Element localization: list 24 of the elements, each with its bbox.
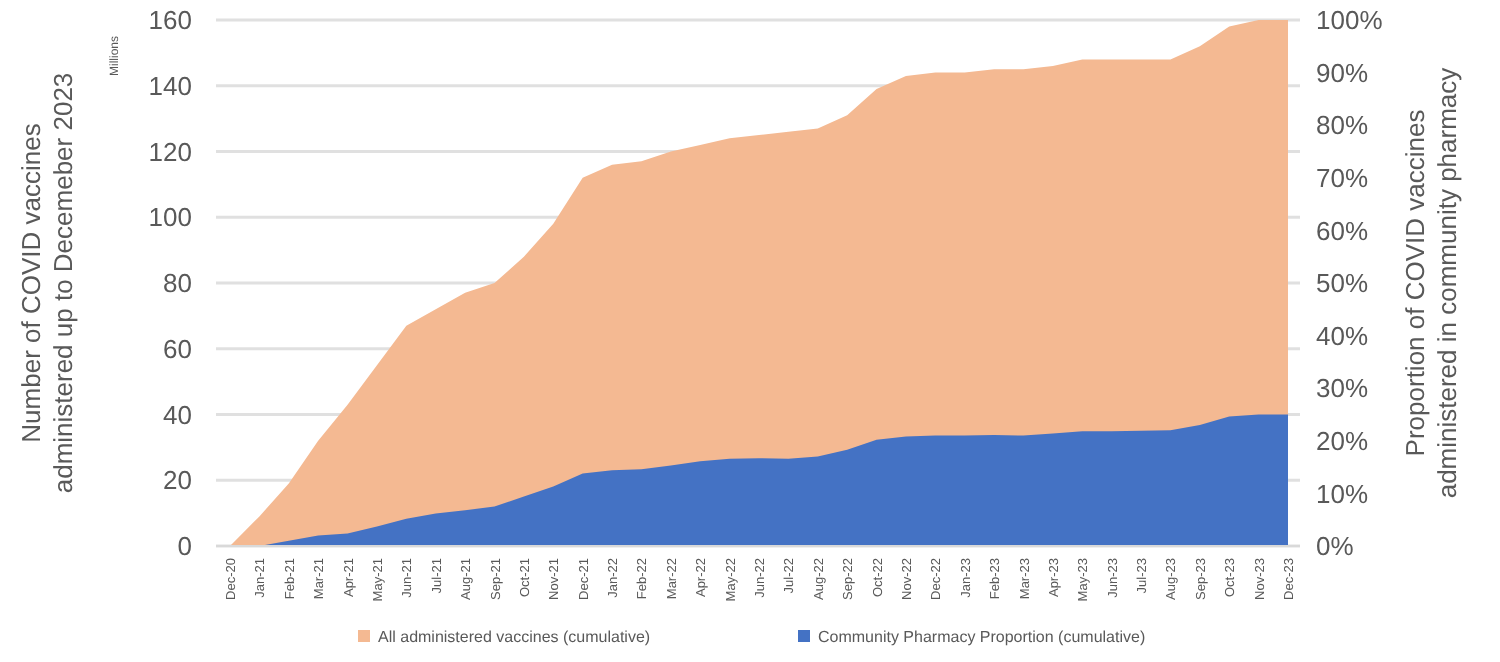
- y-tick-label: 120: [148, 136, 192, 167]
- y2-tick-label: 50%: [1316, 268, 1369, 299]
- y2-tick-label: 70%: [1316, 162, 1369, 193]
- y2-tick-label: 20%: [1316, 425, 1369, 456]
- y-tick-label: 140: [148, 70, 192, 101]
- y2-axis-title: Proportion of COVID vaccines administered in community pharmacy: [1400, 66, 1462, 499]
- y2-tick-label: 80%: [1316, 110, 1369, 141]
- y-tick-label: 20: [163, 465, 192, 496]
- y2-tick-label: 10%: [1316, 478, 1369, 509]
- y2-tick-label: 0%: [1316, 531, 1355, 562]
- y-tick-label: 40: [163, 399, 192, 430]
- y-tick-label: 160: [148, 5, 192, 36]
- legend-label: All administered vaccines (cumulative): [378, 628, 651, 646]
- y2-tick-label: 40%: [1316, 320, 1369, 351]
- legend-label: Community Pharmacy Proportion (cumulative): [818, 628, 1146, 646]
- y-tick-label: 60: [163, 333, 192, 364]
- y-axis-title: Number of COVID vaccines administered up to Decemeber 2023: [16, 72, 78, 494]
- y-tick-label: 100: [148, 202, 192, 233]
- y-tick-label: 80: [163, 268, 192, 299]
- y2-tick-label: 30%: [1316, 373, 1369, 404]
- y2-tick-label: 100%: [1316, 5, 1384, 36]
- y2-tick-label: 90%: [1316, 57, 1369, 88]
- y-tick-label: 0: [177, 531, 192, 562]
- y2-tick-label: 60%: [1316, 215, 1369, 246]
